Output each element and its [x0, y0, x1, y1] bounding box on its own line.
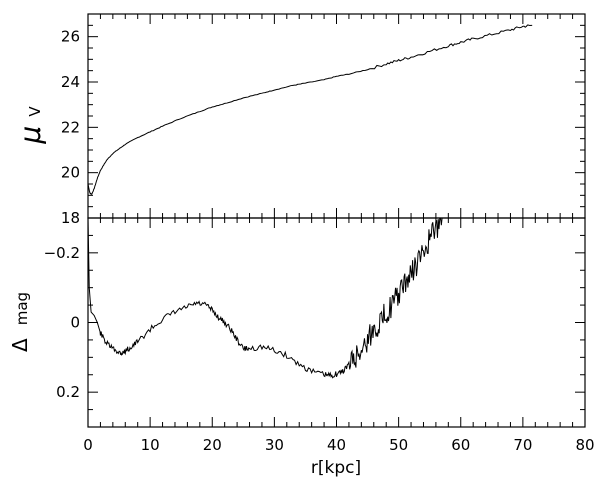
top-y-symbol: μ — [14, 126, 47, 145]
x-axis-title: r[kpc] — [311, 458, 361, 478]
x-tick-label: 70 — [513, 436, 532, 454]
x-tick-label: 10 — [141, 436, 160, 454]
x-tick-label: 30 — [265, 436, 284, 454]
y-tick-label: 0 — [70, 314, 80, 332]
x-tick-label: 50 — [389, 436, 408, 454]
y-tick-label: 22 — [61, 118, 80, 136]
top-series-line — [87, 24, 533, 195]
bottom-y-subscript: mag — [13, 292, 31, 325]
y-tick-label: 20 — [61, 164, 80, 182]
y-tick-label: −0.2 — [44, 244, 80, 262]
bottom-panel-frame — [87, 217, 586, 428]
bottom-xtick-labels: 0 10 20 30 40 50 60 70 80 — [83, 436, 594, 454]
bottom-ticks — [87, 217, 586, 428]
y-tick-label: 18 — [61, 209, 80, 227]
x-tick-label: 20 — [203, 436, 222, 454]
bottom-series-line — [87, 217, 443, 379]
bottom-ytick-labels: −0.2 0 0.2 — [44, 244, 80, 401]
x-tick-label: 0 — [83, 436, 93, 454]
top-panel-frame — [87, 13, 586, 219]
x-tick-label: 60 — [451, 436, 470, 454]
x-tick-label: 80 — [575, 436, 594, 454]
y-tick-label: 0.2 — [56, 383, 80, 401]
x-tick-label: 40 — [327, 436, 346, 454]
top-y-axis-title: μ V — [14, 106, 47, 145]
y-tick-label: 24 — [61, 73, 80, 91]
bottom-y-symbol: Δ — [8, 338, 32, 352]
top-ytick-labels: 18 20 22 24 26 — [61, 28, 80, 227]
top-panel: 18 20 22 24 26 μ V — [14, 13, 586, 227]
top-y-subscript: V — [26, 106, 44, 117]
top-ticks — [87, 13, 586, 219]
bottom-panel: −0.2 0 0.2 0 10 20 30 40 50 60 70 80 Δ mag r[kpc] — [8, 217, 595, 478]
bottom-y-axis-title: Δ mag — [8, 292, 32, 352]
y-tick-label: 26 — [61, 28, 80, 46]
